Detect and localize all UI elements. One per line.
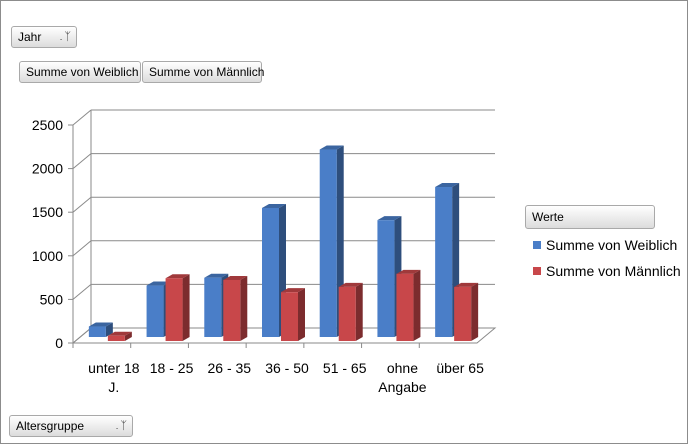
legend-entry-maennlich: Summe von Männlich (533, 263, 681, 279)
jahr-filter-button[interactable]: Jahr ․ᛉ (11, 26, 77, 48)
series-button-label: Summe von Männlich (149, 65, 265, 79)
bar-top (165, 274, 190, 279)
bar-side (298, 288, 305, 341)
bar-top (319, 145, 344, 150)
bar (165, 278, 183, 341)
bar-top (204, 273, 229, 278)
bar-top (454, 282, 479, 287)
bar-top (262, 203, 286, 208)
legend-label: Summe von Weiblich (546, 237, 678, 253)
bar (107, 335, 125, 341)
x-tick-label: über 65 (436, 360, 484, 376)
x-tick-label: ohne Angabe (378, 360, 426, 395)
altersgruppe-filter-button[interactable]: Altersgruppe ․ᛉ (9, 415, 133, 437)
bar-side (105, 322, 113, 337)
legend-title-button[interactable]: Werte (525, 205, 655, 229)
bar-top (435, 183, 460, 188)
x-tick-label: 51 - 65 (323, 360, 367, 376)
y-tick-label: 1500 (32, 204, 63, 220)
y-tick-label: 2500 (32, 117, 63, 133)
series-button-weiblich[interactable]: Summe von Weiblich (19, 61, 141, 83)
y-tick-label: 2000 (32, 161, 63, 177)
side-gridline (72, 240, 92, 257)
side-gridline (72, 284, 92, 300)
x-tick-label: 18 - 25 (150, 360, 194, 376)
legend-swatch-blue (533, 241, 541, 249)
bar-side (413, 269, 421, 341)
series-button-label: Summe von Weiblich (26, 65, 139, 79)
legend-swatch-red (533, 267, 541, 275)
bar (88, 326, 106, 337)
legend-title: Werte (532, 210, 564, 224)
y-tick-label: 0 (55, 335, 63, 351)
legend-entry-weiblich: Summe von Weiblich (533, 237, 677, 253)
bar-top (88, 322, 113, 327)
bar-top (377, 216, 402, 221)
side-gridline (72, 196, 92, 213)
y-tick-label: 500 (40, 291, 64, 307)
bar (435, 187, 453, 337)
x-tick-label: unter 18 J. (88, 360, 140, 395)
bar-side (240, 275, 248, 341)
bar (204, 277, 222, 337)
x-tick-label: 26 - 35 (207, 360, 251, 376)
bar-top (107, 331, 132, 336)
bar-side (182, 274, 190, 341)
bar (146, 285, 164, 337)
bar (223, 279, 241, 341)
floor-plane (71, 327, 497, 344)
filter-dropdown-icon: ․ᛉ (113, 420, 127, 432)
bar-top (338, 282, 363, 287)
bar-side (471, 282, 479, 341)
series-button-maennlich[interactable]: Summe von Männlich (142, 61, 265, 83)
y-tick-label: 1000 (32, 248, 63, 264)
bar (396, 273, 414, 341)
legend-label: Summe von Männlich (546, 263, 681, 279)
bar-side (124, 331, 132, 341)
bar-side (355, 282, 363, 341)
side-gridline (72, 153, 92, 169)
bar (262, 207, 279, 337)
jahr-filter-label: Jahr (18, 30, 42, 44)
bar-top (281, 288, 305, 293)
altersgruppe-filter-label: Altersgruppe (16, 419, 85, 433)
bar (338, 286, 356, 341)
bar-top (396, 269, 421, 274)
filter-dropdown-icon: ․ᛉ (57, 31, 71, 43)
bar-top (223, 275, 248, 280)
side-gridline (72, 109, 92, 126)
x-tick-label: 36 - 50 (265, 360, 309, 376)
bar (454, 286, 472, 341)
bar-top (146, 281, 171, 286)
bar (281, 292, 298, 341)
bar (377, 220, 395, 337)
bar (319, 149, 337, 337)
